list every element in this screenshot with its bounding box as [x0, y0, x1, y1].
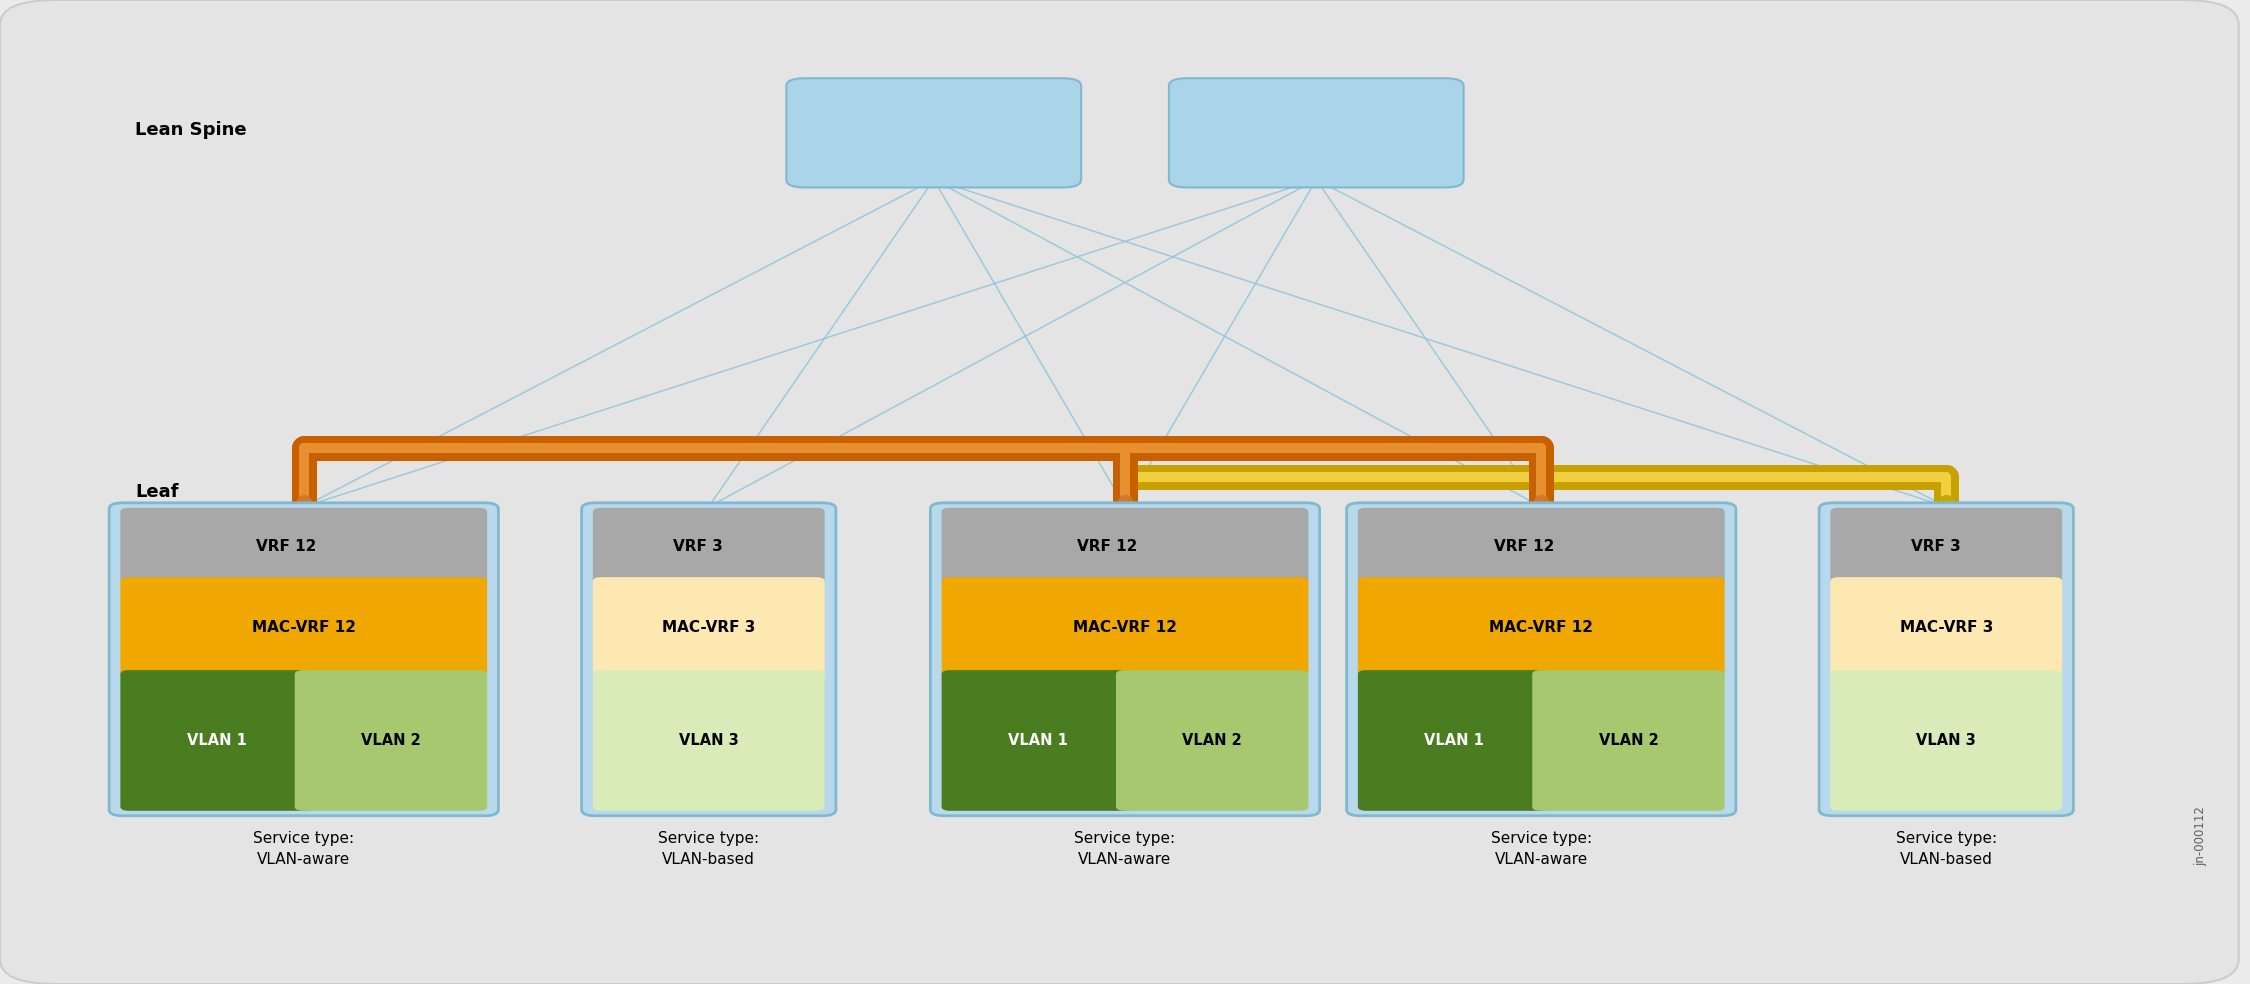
FancyBboxPatch shape [1359, 670, 1550, 811]
FancyBboxPatch shape [1359, 577, 1726, 678]
Text: MAC-VRF 3: MAC-VRF 3 [662, 620, 756, 635]
FancyBboxPatch shape [932, 503, 1318, 816]
FancyBboxPatch shape [122, 508, 488, 584]
Text: VLAN 1: VLAN 1 [1424, 733, 1485, 748]
FancyBboxPatch shape [122, 670, 313, 811]
Text: Leaf: Leaf [135, 483, 178, 501]
Text: VLAN 2: VLAN 2 [360, 733, 421, 748]
FancyBboxPatch shape [594, 670, 826, 811]
FancyBboxPatch shape [1359, 508, 1726, 584]
Text: VLAN 1: VLAN 1 [1008, 733, 1069, 748]
FancyBboxPatch shape [1346, 503, 1737, 816]
Text: VRF 3: VRF 3 [673, 539, 722, 554]
FancyBboxPatch shape [1532, 670, 1726, 811]
Text: VLAN 1: VLAN 1 [187, 733, 248, 748]
FancyBboxPatch shape [788, 79, 1082, 187]
Text: VRF 3: VRF 3 [1910, 539, 1960, 554]
FancyBboxPatch shape [1831, 508, 2063, 584]
Text: VRF 12: VRF 12 [1494, 539, 1555, 554]
Text: VRF 12: VRF 12 [1078, 539, 1138, 554]
Text: MAC-VRF 12: MAC-VRF 12 [1490, 620, 1593, 635]
FancyBboxPatch shape [110, 503, 499, 816]
FancyBboxPatch shape [943, 508, 1310, 584]
Text: jn-000112: jn-000112 [2194, 806, 2207, 866]
Text: Service type:
VLAN-aware: Service type: VLAN-aware [254, 831, 353, 868]
FancyBboxPatch shape [1116, 670, 1310, 811]
FancyBboxPatch shape [1831, 670, 2063, 811]
FancyBboxPatch shape [594, 508, 826, 584]
Text: Service type:
VLAN-aware: Service type: VLAN-aware [1076, 831, 1174, 868]
Text: Service type:
VLAN-based: Service type: VLAN-based [659, 831, 758, 868]
FancyBboxPatch shape [1818, 503, 2074, 816]
Text: VLAN 3: VLAN 3 [1917, 733, 1976, 748]
Text: Lean Spine: Lean Spine [135, 121, 248, 139]
FancyBboxPatch shape [580, 503, 837, 816]
Text: VRF 12: VRF 12 [256, 539, 317, 554]
FancyBboxPatch shape [1170, 79, 1465, 187]
Text: VLAN 2: VLAN 2 [1598, 733, 1658, 748]
Text: VLAN 2: VLAN 2 [1181, 733, 1242, 748]
Text: MAC-VRF 3: MAC-VRF 3 [1899, 620, 1994, 635]
FancyBboxPatch shape [594, 577, 826, 678]
Text: Service type:
VLAN-aware: Service type: VLAN-aware [1492, 831, 1591, 868]
Text: MAC-VRF 12: MAC-VRF 12 [252, 620, 356, 635]
Text: MAC-VRF 12: MAC-VRF 12 [1073, 620, 1177, 635]
FancyBboxPatch shape [943, 670, 1134, 811]
FancyBboxPatch shape [295, 670, 486, 811]
FancyBboxPatch shape [1831, 577, 2063, 678]
Text: Service type:
VLAN-based: Service type: VLAN-based [1897, 831, 1996, 868]
Text: VLAN 3: VLAN 3 [680, 733, 738, 748]
FancyBboxPatch shape [122, 577, 488, 678]
FancyBboxPatch shape [943, 577, 1310, 678]
